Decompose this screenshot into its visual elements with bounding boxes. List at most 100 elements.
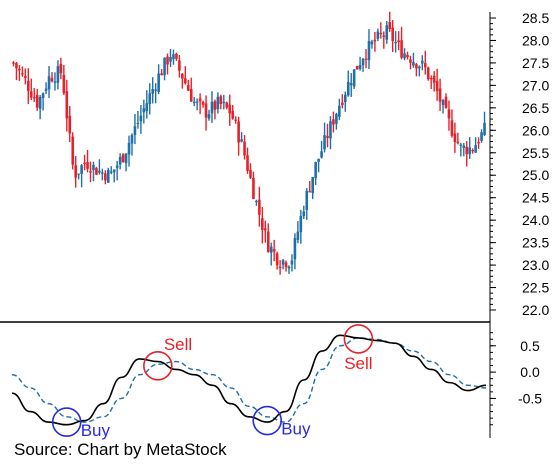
candle-body-up	[314, 162, 317, 179]
candle-body-down	[201, 101, 205, 105]
candle-body-up	[240, 139, 243, 142]
candle-body-down	[456, 141, 460, 144]
candle-body-up	[53, 81, 57, 83]
oscillator-line	[11, 334, 487, 426]
candle-body-down	[62, 74, 66, 94]
candle-body-up	[320, 151, 323, 158]
candle-body-down	[391, 27, 394, 42]
candle-body-down	[432, 75, 436, 83]
candle-body-down	[477, 142, 480, 144]
price-tick-label: 22.0	[522, 302, 549, 318]
sell-circle	[143, 350, 173, 381]
candle-body-up	[361, 59, 365, 66]
candle-body-up	[462, 145, 466, 148]
candle-body-up	[154, 89, 157, 91]
candle-body-down	[74, 165, 77, 178]
price-tick-label: 26.0	[522, 122, 549, 138]
candle-body-down	[373, 39, 377, 42]
candle-body-up	[418, 66, 421, 69]
candle-body-down	[104, 173, 107, 181]
price-tick-label: 24.0	[522, 212, 549, 228]
candle-body-down	[400, 40, 403, 58]
candle-body-down	[426, 67, 430, 80]
candle-body-up	[468, 147, 472, 155]
candle-body-down	[86, 161, 89, 169]
candle-body-up	[222, 101, 226, 104]
price-tick-label: 27.5	[522, 55, 549, 71]
candle-body-up	[305, 190, 309, 211]
candle-body-down	[189, 89, 193, 102]
candle-body-up	[302, 211, 306, 217]
candle-body-down	[364, 58, 368, 60]
candle-body-up	[124, 153, 128, 164]
candle-body-down	[68, 115, 72, 134]
candle-body-down	[234, 119, 237, 121]
candle-body-up	[216, 96, 220, 110]
candle-body-down	[453, 133, 457, 143]
osc-tick-label: -0.5	[518, 390, 542, 406]
candle-body-up	[311, 177, 314, 194]
candle-body-down	[50, 78, 54, 82]
candle-body-up	[136, 122, 140, 125]
candle-body-down	[332, 119, 335, 125]
candle-body-up	[338, 105, 341, 117]
candle-body-down	[178, 60, 181, 71]
candle-body-up	[56, 66, 60, 83]
buy-label: Buy	[281, 420, 311, 439]
candle-body-down	[59, 63, 63, 74]
price-tick-label: 23.0	[522, 257, 549, 273]
sell-label: Sell	[344, 354, 372, 373]
candle-body-down	[272, 249, 276, 252]
candle-body-down	[388, 21, 392, 30]
price-tick-label: 26.5	[522, 100, 549, 116]
candle-body-down	[228, 104, 232, 114]
candle-body-up	[127, 142, 131, 155]
price-tick-label: 28.5	[522, 10, 549, 26]
candle-body-down	[275, 253, 279, 266]
candle-body-up	[367, 41, 371, 61]
price-tick-label: 24.5	[522, 190, 549, 206]
candle-body-up	[106, 169, 110, 183]
candle-body-down	[252, 177, 255, 200]
candle-body-up	[412, 61, 415, 66]
candle-body-down	[18, 68, 21, 71]
candle-body-down	[15, 63, 18, 69]
candle-body-up	[210, 101, 214, 114]
candle-body-down	[429, 77, 433, 80]
price-tick-label: 25.5	[522, 145, 549, 161]
candle-body-down	[415, 64, 418, 69]
candle-body-up	[98, 170, 101, 173]
candle-body-down	[26, 80, 30, 92]
candle-body-up	[47, 76, 51, 90]
candle-body-down	[219, 96, 223, 104]
candle-body-up	[139, 115, 143, 122]
candle-body-up	[394, 42, 397, 44]
candle-body-down	[35, 94, 39, 108]
candle-body-down	[444, 96, 448, 108]
candle-body-down	[21, 73, 24, 75]
sell-label: Sell	[164, 335, 192, 354]
price-tick-label: 27.0	[522, 77, 549, 93]
candle-body-up	[80, 165, 83, 174]
candle-body-up	[480, 132, 483, 141]
candle-body-down	[284, 262, 288, 268]
candle-body-up	[118, 156, 122, 165]
candle-body-up	[163, 57, 166, 76]
candle-body-down	[438, 88, 442, 102]
candle-body-down	[184, 78, 187, 84]
candle-body-down	[355, 65, 359, 70]
candle-body-down	[308, 191, 312, 193]
candle-body-down	[341, 102, 344, 106]
candle-body-up	[483, 122, 486, 136]
osc-tick-label: 0.5	[520, 338, 540, 354]
candle-body-down	[95, 167, 98, 175]
candlestick-series	[12, 11, 486, 275]
candle-body-up	[281, 260, 285, 265]
candle-body-down	[181, 73, 184, 79]
candle-body-up	[296, 231, 300, 240]
candle-body-up	[459, 144, 463, 146]
candle-body-down	[423, 63, 427, 68]
candle-body-down	[186, 85, 190, 91]
candle-body-up	[346, 81, 350, 96]
